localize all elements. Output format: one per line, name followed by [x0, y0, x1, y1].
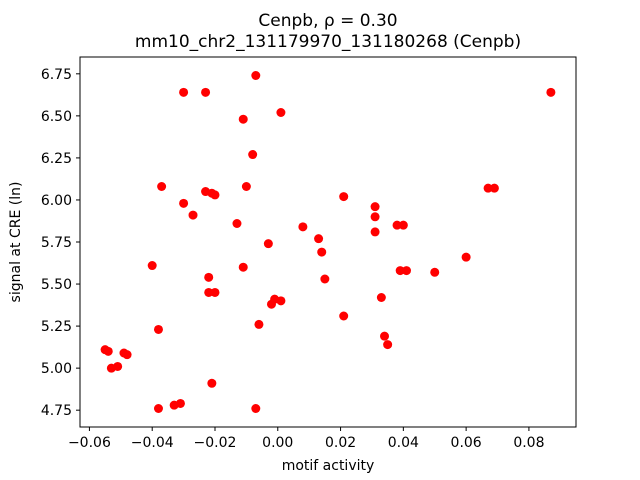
y-axis-label: signal at CRE (ln) [8, 182, 24, 303]
data-point [103, 346, 113, 356]
data-point [461, 252, 471, 262]
data-point [241, 182, 251, 191]
data-point [153, 404, 163, 413]
chart-title: Cenpb, ρ = 0.30 [258, 11, 397, 31]
data-point [251, 71, 261, 80]
data-point [175, 398, 185, 408]
data-point [317, 247, 327, 257]
x-tick-label: −0.04 [131, 435, 174, 451]
data-point [276, 296, 286, 306]
data-point [147, 261, 157, 271]
data-point [370, 227, 380, 237]
x-tick-label: 0.08 [513, 435, 544, 451]
x-tick-label: 0.02 [325, 435, 356, 451]
x-tick-label: −0.06 [68, 435, 111, 451]
data-point [376, 293, 386, 302]
y-tick-label: 5.75 [41, 235, 72, 251]
data-point [320, 274, 330, 284]
data-point [276, 108, 286, 117]
data-point [210, 190, 220, 200]
data-point [157, 182, 167, 191]
x-axis-label: motif activity [282, 458, 375, 474]
data-point [392, 220, 402, 230]
data-point [251, 404, 261, 413]
data-point [370, 202, 380, 212]
x-tick-label: 0.00 [262, 435, 293, 451]
plot-frame [79, 56, 577, 428]
data-point [179, 87, 189, 97]
y-tick-label: 5.00 [41, 361, 72, 377]
data-point [207, 378, 217, 388]
data-point [238, 262, 248, 272]
y-tick-label: 5.25 [41, 319, 72, 335]
data-point [254, 319, 264, 329]
y-tick-label: 6.75 [41, 67, 72, 83]
y-tick-label: 6.50 [41, 109, 72, 125]
data-point [204, 272, 214, 282]
data-point [430, 267, 440, 277]
data-point [204, 287, 214, 297]
y-tick-label: 6.25 [41, 151, 72, 167]
y-tick-label: 6.00 [41, 193, 72, 209]
data-point [401, 266, 411, 276]
data-point [113, 361, 123, 371]
data-point [238, 114, 248, 124]
y-tick-label: 4.75 [41, 403, 72, 419]
data-point [188, 210, 198, 220]
y-tick-label: 5.50 [41, 277, 72, 293]
data-point [380, 331, 390, 341]
data-point [248, 150, 258, 160]
data-point [263, 239, 273, 249]
data-point [370, 212, 380, 222]
data-point [339, 311, 349, 321]
chart-subtitle: mm10_chr2_131179970_131180268 (Cenpb) [135, 32, 521, 52]
data-point [179, 198, 189, 208]
data-point [232, 219, 242, 228]
data-point [483, 183, 493, 193]
chart-layer: −0.06 −0.04 −0.02 0.00 0.02 0.04 0.06 0.08 4.75 5… [41, 56, 577, 451]
data-point [122, 350, 132, 360]
data-point [314, 234, 324, 244]
data-point [489, 183, 499, 193]
data-point [546, 87, 556, 97]
data-point [398, 220, 408, 230]
data-point [383, 340, 393, 350]
data-point [339, 192, 349, 202]
data-point [201, 87, 211, 97]
data-point [210, 287, 220, 297]
data-point [395, 266, 405, 276]
x-tick-label: 0.06 [451, 435, 482, 451]
x-tick-label: −0.02 [194, 435, 237, 451]
x-tick-label: 0.04 [388, 435, 419, 451]
data-point [298, 222, 308, 232]
data-point [153, 324, 163, 334]
